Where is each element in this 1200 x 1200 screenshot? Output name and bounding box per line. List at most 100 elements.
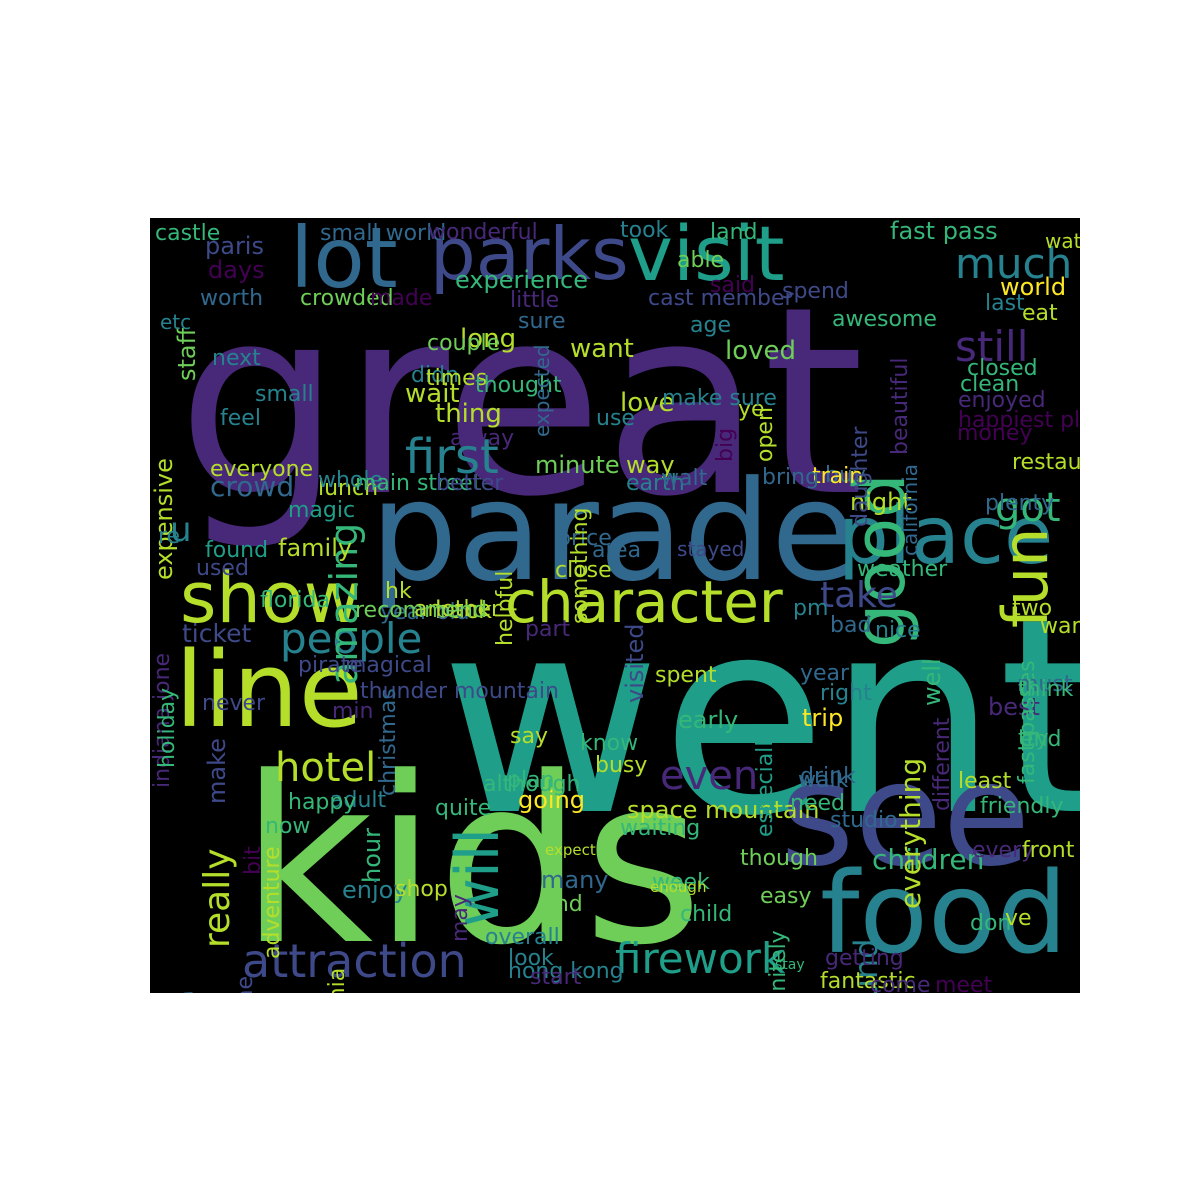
- cloud-word: florida: [260, 588, 330, 613]
- cloud-word: alway: [450, 426, 515, 451]
- cloud-word: area: [592, 538, 642, 563]
- cloud-word: hour: [358, 828, 386, 883]
- cloud-word: eat: [1022, 301, 1058, 326]
- cloud-word: everyone: [210, 457, 314, 482]
- cloud-word: something: [568, 507, 593, 624]
- cloud-word: open: [753, 407, 778, 462]
- cloud-word: back: [435, 596, 493, 624]
- cloud-word: never: [202, 691, 266, 716]
- cloud-word: plenty: [985, 491, 1055, 516]
- cloud-word: enjoy: [342, 876, 408, 904]
- cloud-word: small world: [320, 221, 447, 246]
- cloud-word: though: [740, 846, 818, 871]
- cloud-word: come: [870, 973, 931, 994]
- cloud-word: meet: [935, 973, 993, 994]
- cloud-word: last: [985, 291, 1025, 316]
- cloud-word: pm: [793, 596, 829, 621]
- cloud-word: california: [898, 463, 922, 556]
- cloud-word: holiday: [155, 687, 180, 768]
- cloud-word: bring: [762, 465, 820, 490]
- cloud-word: closed: [967, 356, 1038, 381]
- cloud-word: magical: [345, 653, 432, 678]
- cloud-word: min: [332, 699, 374, 724]
- cloud-word: well: [918, 658, 946, 706]
- cloud-word: best: [988, 693, 1040, 721]
- cloud-word: everything: [894, 757, 927, 909]
- cloud-word: expected: [530, 344, 554, 437]
- cloud-word: recommend: [355, 598, 487, 623]
- cloud-word: hong kong: [508, 959, 624, 984]
- cloud-word: main street: [355, 471, 482, 496]
- cloud-word: age: [690, 313, 731, 338]
- cloud-word: awesome: [832, 307, 937, 332]
- cloud-word: trip: [802, 704, 844, 732]
- cloud-word: love: [620, 388, 675, 418]
- cloud-word: really: [197, 848, 238, 948]
- cloud-word: start: [530, 965, 582, 990]
- cloud-word: ticket: [182, 619, 252, 648]
- cloud-word: right: [820, 681, 872, 706]
- cloud-word: two: [1012, 596, 1053, 621]
- cloud-word: fast pass: [890, 218, 998, 245]
- cloud-word: worth: [200, 286, 264, 311]
- cloud-word: must: [1017, 672, 1073, 697]
- cloud-word: parade: [370, 451, 856, 612]
- cloud-word: know: [580, 731, 639, 756]
- cloud-word: easy: [760, 884, 812, 909]
- cloud-word: world: [1000, 273, 1067, 301]
- cloud-word: although: [483, 772, 581, 797]
- cloud-word: may: [448, 894, 473, 942]
- cloud-word: bad: [830, 613, 872, 638]
- cloud-word: find: [541, 892, 583, 917]
- cloud-word: restaurant: [1012, 450, 1080, 475]
- cloud-word: great: [177, 252, 865, 554]
- cloud-word: still: [955, 322, 1029, 371]
- cloud-word: close: [555, 558, 612, 583]
- cloud-word: re: [158, 524, 181, 549]
- cloud-word: drink: [800, 764, 856, 789]
- cloud-word: plan: [507, 768, 555, 793]
- cloud-word: way: [626, 451, 675, 479]
- cloud-word: expensive: [150, 458, 178, 580]
- cloud-word: adult: [330, 788, 387, 813]
- cloud-word: couple: [427, 331, 501, 356]
- cloud-word: little: [510, 288, 560, 313]
- cloud-word: watch: [1045, 229, 1080, 253]
- cloud-word: wait: [405, 379, 460, 409]
- cloud-word: etc: [160, 310, 192, 334]
- cloud-word: year old: [380, 600, 470, 625]
- cloud-word: first: [405, 429, 499, 485]
- cloud-word: happy: [288, 790, 357, 815]
- cloud-word: nice: [875, 618, 921, 643]
- cloud-word: look: [508, 946, 554, 971]
- cloud-word: quite: [435, 796, 492, 821]
- cloud-word: say: [510, 724, 548, 749]
- cloud-word: buy: [825, 463, 866, 488]
- cloud-word: clean: [960, 372, 1020, 397]
- cloud-word: small: [255, 382, 314, 407]
- cloud-word: attraction: [242, 934, 467, 988]
- cloud-word: don: [970, 911, 1012, 936]
- cloud-word: family: [278, 534, 353, 562]
- cloud-word: weather: [857, 557, 948, 582]
- cloud-word: now: [265, 814, 311, 839]
- cloud-word: make sure: [662, 386, 777, 411]
- cloud-word: much: [955, 239, 1073, 288]
- cloud-word: said: [710, 273, 756, 298]
- cloud-word: crowd: [210, 470, 295, 503]
- cloud-word: times: [426, 366, 488, 391]
- cloud-word: think: [1018, 677, 1074, 702]
- cloud-word: didn: [411, 363, 459, 388]
- cloud-word: many: [541, 866, 609, 894]
- cloud-word: make: [203, 738, 231, 804]
- cloud-word: stay: [775, 957, 805, 973]
- cloud-word: week: [652, 870, 710, 895]
- cloud-word: loved: [725, 336, 797, 366]
- cloud-word: earth: [626, 471, 685, 496]
- cloud-word: visited: [621, 623, 649, 703]
- cloud-word: thing: [435, 399, 502, 429]
- cloud-word: thunder mountain: [360, 679, 559, 704]
- cloud-word: sure: [518, 309, 566, 334]
- cloud-word: walt: [661, 466, 708, 491]
- cloud-word: whole: [318, 468, 384, 493]
